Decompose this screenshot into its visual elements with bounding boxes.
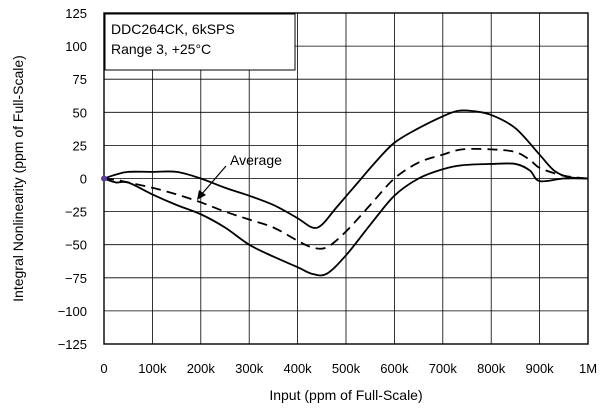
y-tick-labels: 125 100 75 50 25 0 −25 −50 −75 −100 −125 (58, 6, 87, 352)
x-tick-label: 700k (429, 361, 458, 376)
x-tick-label: 500k (332, 361, 361, 376)
y-tick-label: 25 (73, 138, 87, 153)
x-tick-labels: 0 100k 200k 300k 400k 500k 600k 700k 800k 900k 1M (100, 361, 597, 376)
y-tick-label: 75 (73, 72, 87, 87)
y-tick-label: 125 (65, 6, 87, 21)
origin-marker (101, 175, 107, 182)
y-tick-label: −75 (65, 271, 87, 286)
series-lines (103, 109, 589, 277)
y-tick-label: 0 (80, 172, 87, 187)
x-tick-label: 900k (525, 361, 554, 376)
x-tick-label: 300k (235, 361, 264, 376)
x-tick-label: 600k (380, 361, 409, 376)
y-axis-title: Integral Nonlinearity (ppm of Full-Scale… (10, 55, 26, 302)
y-tick-label: −25 (65, 205, 87, 220)
x-tick-label: 400k (283, 361, 312, 376)
x-tick-label: 800k (477, 361, 506, 376)
y-tick-label: 50 (73, 105, 87, 120)
x-tick-label: 200k (187, 361, 216, 376)
average-annotation: Average (197, 152, 282, 200)
x-tick-label: 100k (138, 361, 167, 376)
y-tick-label: −100 (58, 304, 87, 319)
y-tick-label: −50 (65, 238, 87, 253)
x-tick-label: 1M (579, 361, 597, 376)
y-tick-label: −125 (58, 337, 87, 352)
x-tick-label: 0 (100, 361, 107, 376)
bound-series-line-0 (103, 109, 589, 229)
legend-box-frame (104, 13, 296, 71)
legend-box: DDC264CK, 6kSPS Range 3, +25°C (104, 13, 296, 71)
x-axis-title: Input (ppm of Full-Scale) (269, 387, 422, 403)
legend-line-1: DDC264CK, 6kSPS (111, 21, 235, 37)
legend-line-2: Range 3, +25°C (111, 41, 211, 57)
average-arrow-line (200, 165, 227, 196)
bound-series-line-2 (103, 162, 589, 277)
average-series-line (103, 147, 589, 250)
average-label: Average (230, 152, 282, 168)
y-tick-label: 100 (65, 39, 87, 54)
average-arrow-head (197, 190, 206, 200)
